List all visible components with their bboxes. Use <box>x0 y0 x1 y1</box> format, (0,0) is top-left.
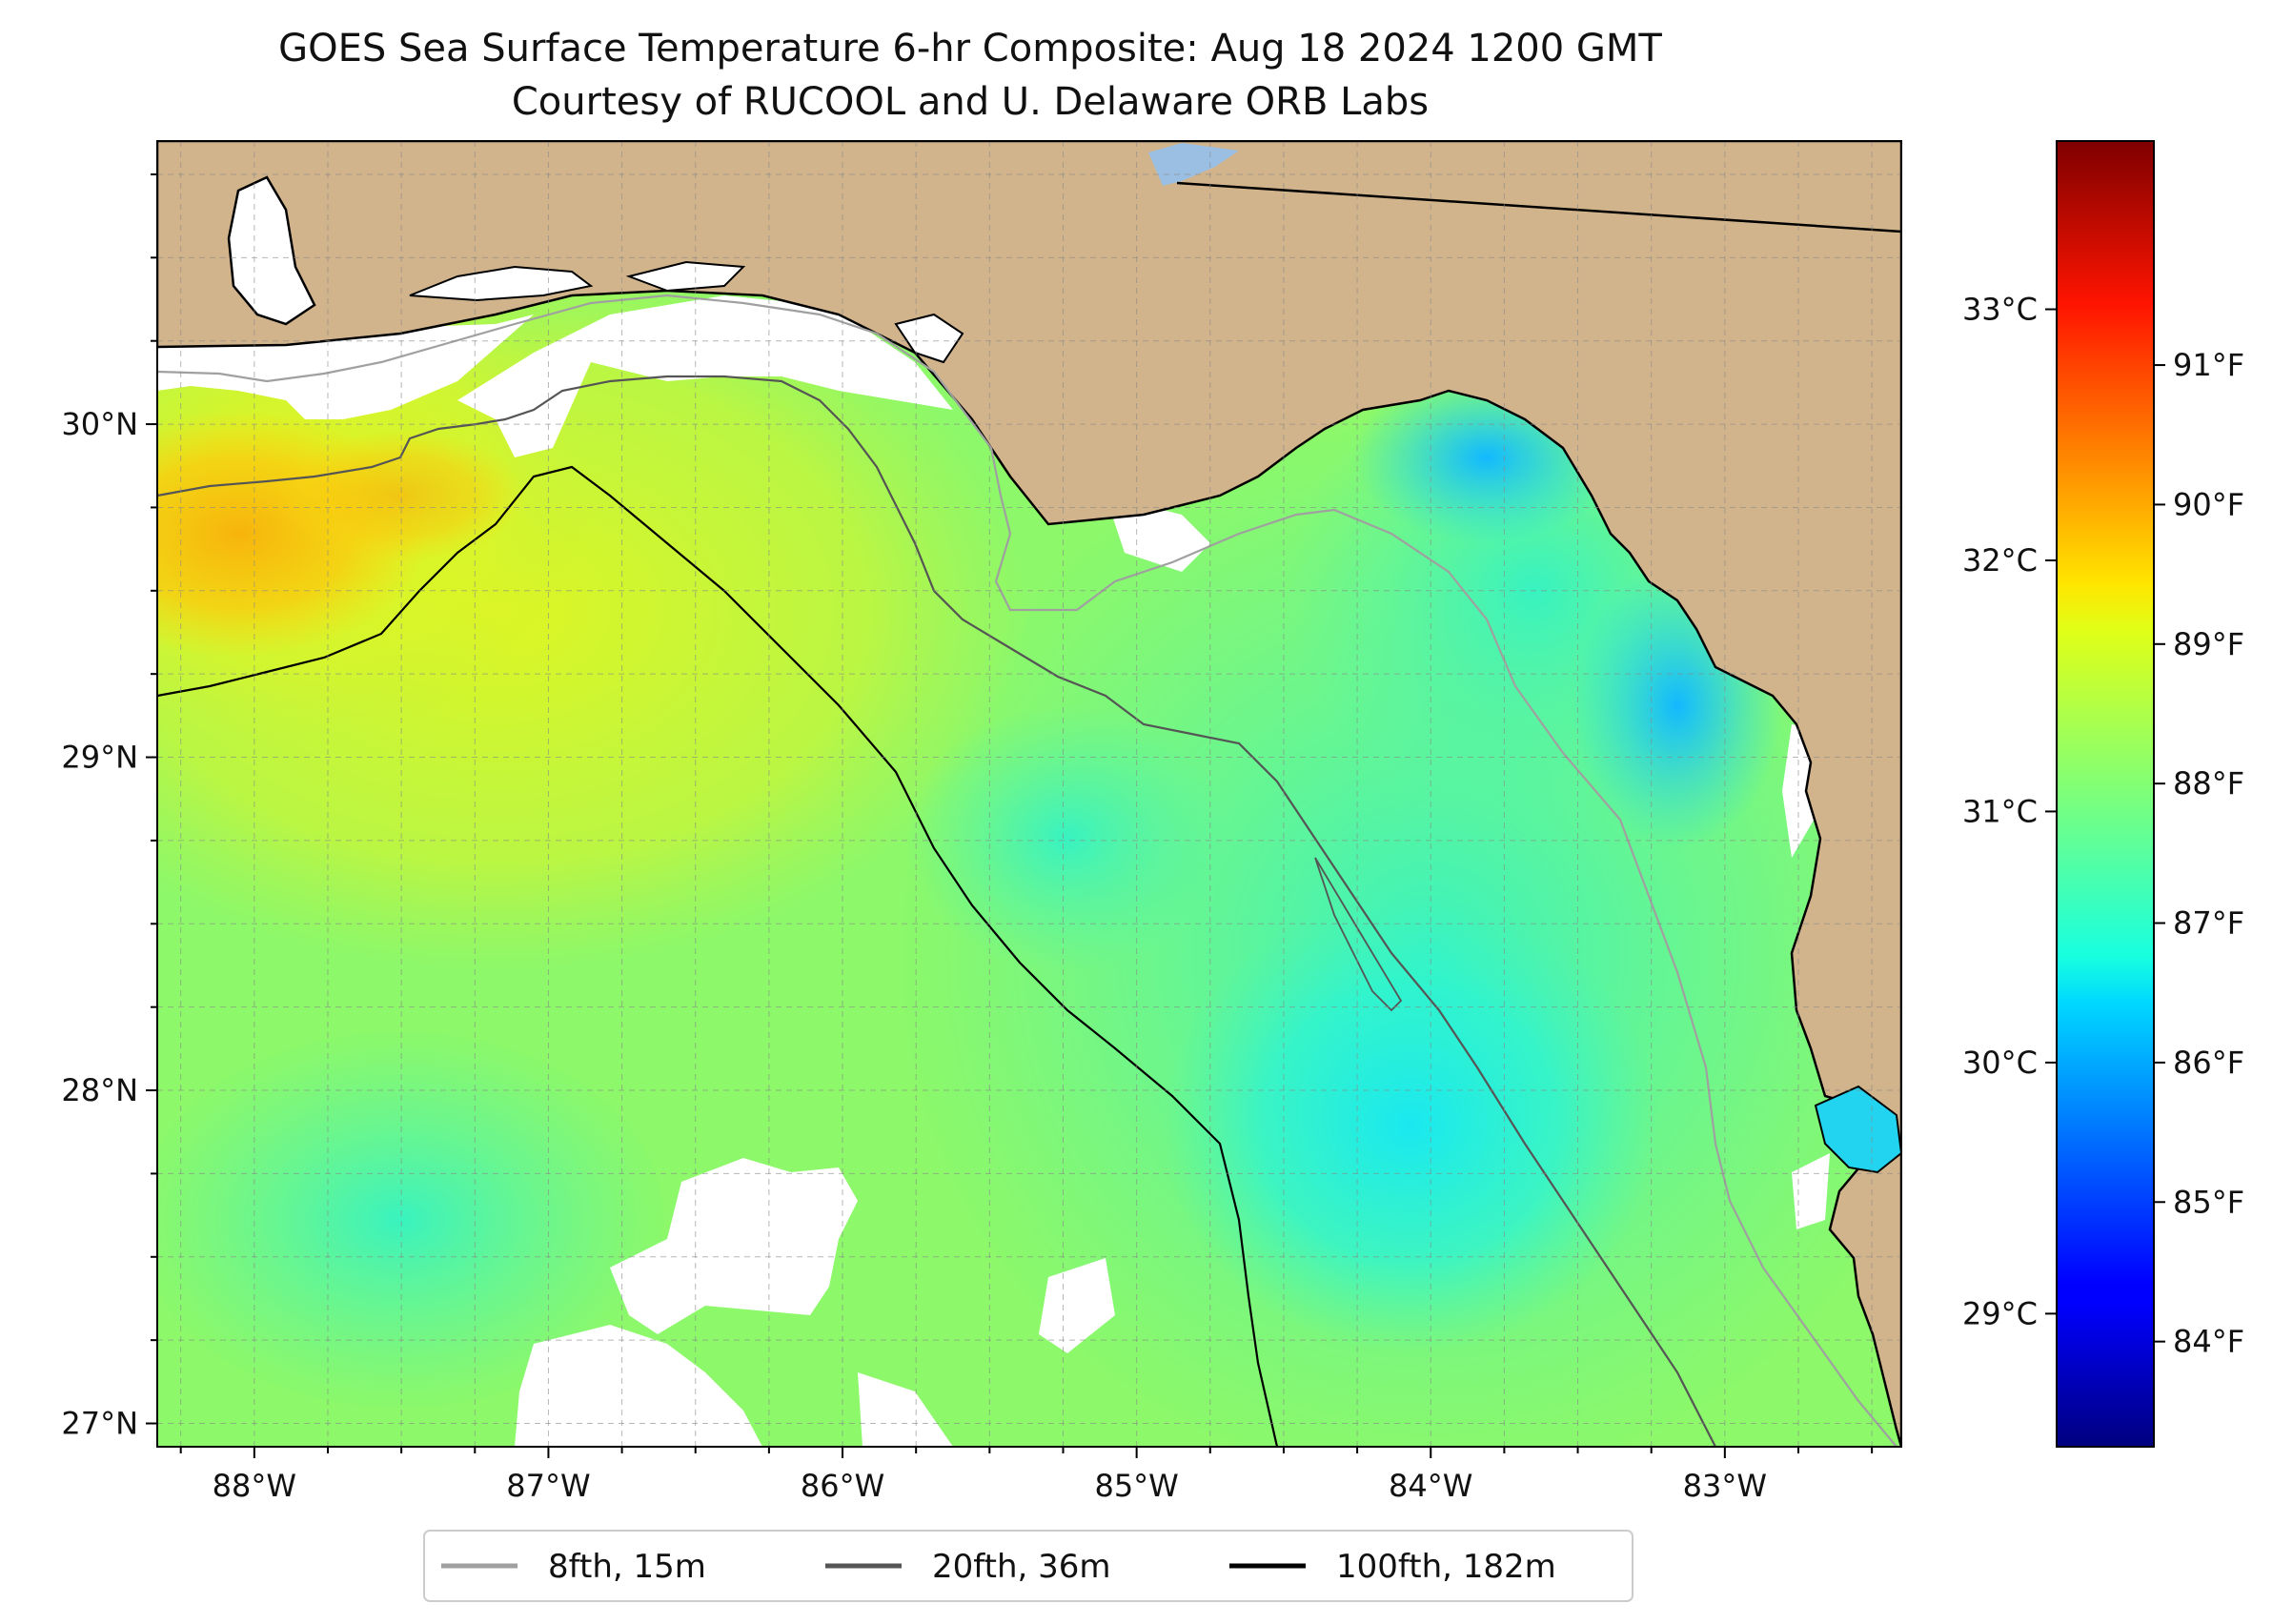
mobile-bay <box>227 175 316 326</box>
cloud-patch-south <box>610 1158 858 1334</box>
gridlines-lat <box>157 173 1901 1425</box>
isobath-fragment <box>1314 857 1403 1012</box>
fahrenheit-tick-label: 84°F <box>2173 1324 2244 1360</box>
lat-tick-label: 27°N <box>61 1406 138 1442</box>
lon-axis: 88°W 87°W 86°W 85°W 84°W 83°W <box>179 1447 1874 1504</box>
legend-box <box>423 1530 1634 1602</box>
chart-title: GOES Sea Surface Temperature 6-hr Compos… <box>278 27 1662 71</box>
lon-tick-label: 83°W <box>1683 1468 1767 1504</box>
sst-hot-spot-2 <box>276 429 524 562</box>
celsius-tick-label: 33°C <box>1962 292 2038 328</box>
lon-tick-label: 87°W <box>506 1468 590 1504</box>
lon-tick-label: 86°W <box>801 1468 884 1504</box>
st-andrews-bay <box>894 313 964 364</box>
celsius-tick-label: 30°C <box>1962 1045 2038 1081</box>
fahrenheit-tick-label: 91°F <box>2173 347 2244 383</box>
map-area <box>157 141 1901 1447</box>
gridlines-lon <box>180 141 1873 1447</box>
chart-subtitle: Courtesy of RUCOOL and U. Delaware ORB L… <box>512 80 1429 124</box>
isobath-20fth <box>157 375 1716 1447</box>
cloud-patch-south-4 <box>1039 1258 1115 1353</box>
cloud-patch-east-2 <box>1792 1153 1830 1229</box>
pensacola-bay <box>409 265 594 302</box>
celsius-tick-label: 29°C <box>1962 1295 2038 1331</box>
lon-tick-label: 84°W <box>1389 1468 1472 1504</box>
legend: 8fth, 15m 20fth, 36m 100fth, 182m <box>423 1530 1634 1602</box>
fahrenheit-tick-label: 87°F <box>2173 905 2244 942</box>
isobath-8fth <box>157 294 1897 1447</box>
fahrenheit-tick-label: 85°F <box>2173 1184 2244 1220</box>
lat-axis: 30°N 29°N 28°N 27°N <box>61 173 157 1442</box>
cloud-patch-south-3 <box>858 1372 953 1447</box>
colorbar <box>2056 140 2155 1448</box>
celsius-tick-label: 32°C <box>1962 542 2038 579</box>
fahrenheit-tick-label: 90°F <box>2173 486 2244 522</box>
isobath-100fth <box>157 465 1279 1447</box>
celsius-tick-label: 31°C <box>1962 793 2038 829</box>
tampa-bay <box>1814 1085 1901 1174</box>
lat-tick-label: 29°N <box>61 740 138 776</box>
legend-label-8fth: 8fth, 15m <box>548 1548 706 1586</box>
sst-teal-zone-mid <box>905 705 1229 972</box>
state-border <box>1176 181 1901 233</box>
colorbar-celsius-axis: 29°C 30°C 31°C 32°C 33°C <box>1962 292 2057 1331</box>
map-gridlines <box>157 141 1901 1447</box>
map-frame <box>156 140 1902 1448</box>
sst-cyan-zone <box>1163 896 1658 1353</box>
fahrenheit-tick-label: 88°F <box>2173 765 2244 802</box>
choctawhatchee-bay <box>625 260 746 293</box>
cloud-patch-south-2 <box>515 1325 762 1447</box>
sst-teal-zone-sw <box>157 1029 667 1411</box>
fahrenheit-tick-label: 86°F <box>2173 1045 2244 1081</box>
colorbar-fahrenheit-axis: 84°F 85°F 86°F 87°F 88°F 89°F 90°F 91°F <box>2154 347 2244 1360</box>
lat-tick-label: 28°N <box>61 1072 138 1108</box>
lon-tick-label: 85°W <box>1094 1468 1178 1504</box>
legend-label-100fth: 100fth, 182m <box>1336 1548 1556 1586</box>
cloud-patch-nw <box>157 315 534 419</box>
lake-seminole <box>1148 143 1239 186</box>
legend-label-20fth: 20fth, 36m <box>932 1548 1111 1586</box>
lon-tick-label: 88°W <box>213 1468 296 1504</box>
fahrenheit-tick-label: 89°F <box>2173 626 2244 662</box>
lat-tick-label: 30°N <box>61 406 138 442</box>
